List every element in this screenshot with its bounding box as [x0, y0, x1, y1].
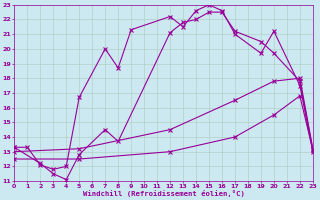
X-axis label: Windchill (Refroidissement éolien,°C): Windchill (Refroidissement éolien,°C) — [83, 190, 244, 197]
